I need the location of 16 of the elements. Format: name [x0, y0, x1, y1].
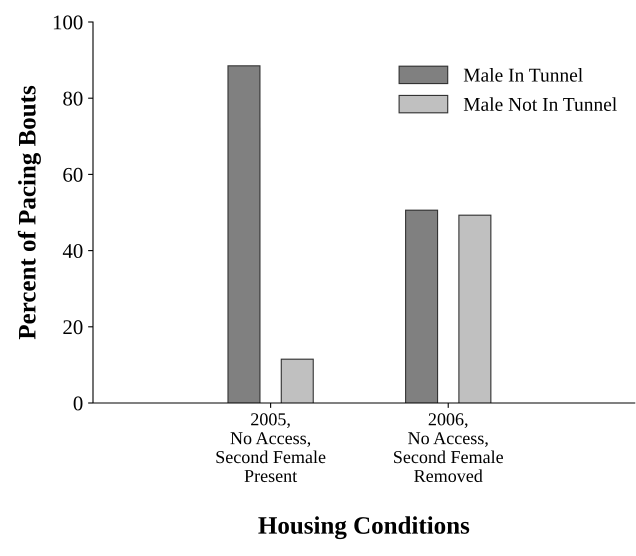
y-tick-label: 80: [63, 92, 82, 106]
y-tick-label: 60: [63, 168, 82, 182]
bar: [227, 65, 261, 403]
y-axis-title: Percent of Pacing Bouts: [18, 86, 41, 340]
x-tick-label: 2006, No Access, Second Female Removed: [394, 413, 504, 482]
y-tick-label: 100: [54, 15, 82, 30]
y-tick-label: 20: [63, 320, 82, 334]
bar: [280, 358, 314, 403]
bar: [405, 210, 438, 403]
y-tick-label: 40: [62, 244, 82, 258]
legend-label: Male Not In Tunnel: [464, 97, 617, 111]
y-tick-label: 0: [74, 396, 82, 410]
x-axis-title: Housing Conditions: [258, 516, 470, 540]
bar: [458, 214, 492, 403]
legend-label: Male In Tunnel: [464, 68, 583, 82]
x-tick-label: 2005, No Access, Second Female Present: [216, 413, 326, 482]
